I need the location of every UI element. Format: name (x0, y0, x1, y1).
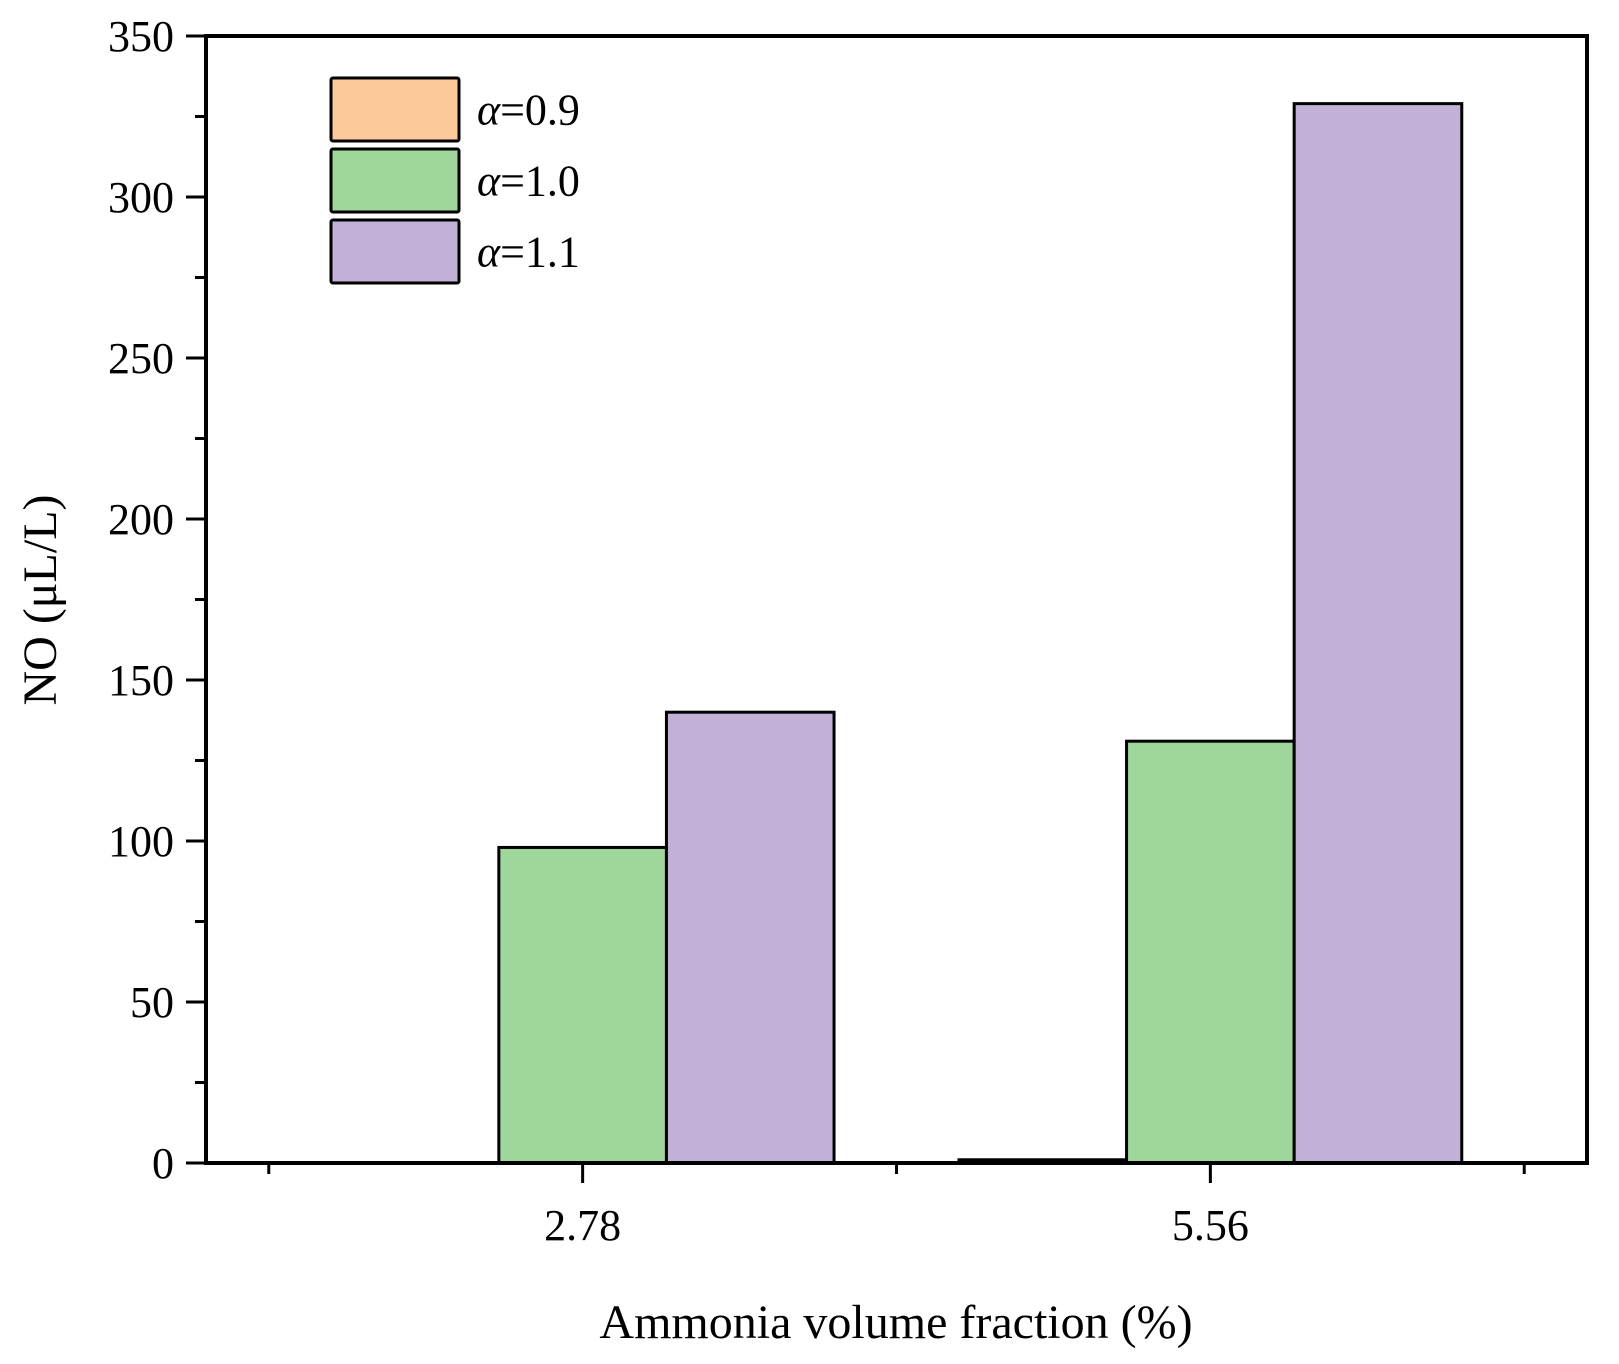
x-axis-title: Ammonia volume fraction (%) (599, 1296, 1192, 1349)
legend-swatch (329, 218, 461, 285)
y-tick-label: 200 (108, 495, 174, 544)
legend: α=0.9α=1.0α=1.1 (329, 76, 580, 285)
legend-label: α=1.0 (477, 157, 580, 206)
y-axis: 0 50 100 150 200 250 300 350 (108, 12, 206, 1188)
legend-swatch (329, 76, 461, 143)
y-tick-label: 0 (152, 1139, 174, 1188)
bar (1125, 739, 1296, 1165)
y-tick-label: 150 (108, 656, 174, 705)
legend-alpha-value: =0.9 (500, 86, 580, 135)
legend-alpha-symbol: α (477, 228, 501, 277)
bar (1292, 102, 1464, 1165)
y-axis-title: NO (μL/L) (14, 494, 67, 705)
legend-alpha-symbol: α (477, 157, 501, 206)
y-tick-label: 50 (130, 978, 174, 1027)
y-tick-label: 350 (108, 12, 174, 61)
legend-label: α=0.9 (477, 86, 580, 135)
legend-alpha-value: =1.0 (500, 157, 580, 206)
y-tick-label: 250 (108, 334, 174, 383)
x-tick-label: 5.56 (1172, 1201, 1249, 1250)
bar (497, 845, 668, 1165)
bars-layer (497, 102, 1464, 1165)
x-tick-label: 2.78 (544, 1201, 621, 1250)
legend-alpha-value: =1.1 (500, 228, 580, 277)
y-tick-label: 300 (108, 173, 174, 222)
x-axis: 2.78 5.56 (267, 1163, 1526, 1250)
bar (664, 710, 836, 1165)
legend-swatch (329, 147, 461, 214)
legend-label: α=1.1 (477, 228, 580, 277)
legend-alpha-symbol: α (477, 86, 501, 135)
y-tick-label: 100 (108, 817, 174, 866)
